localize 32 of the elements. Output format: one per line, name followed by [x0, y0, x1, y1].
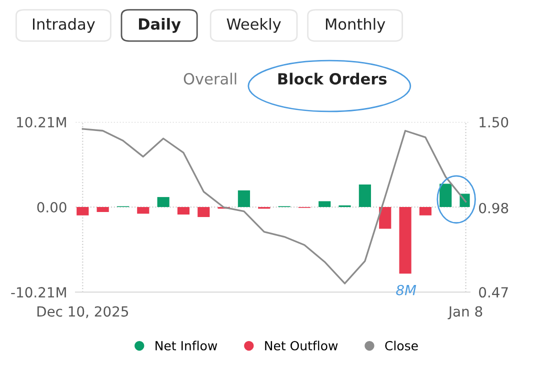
y2-tick-label: 0.47 [479, 287, 508, 298]
bar [399, 207, 412, 274]
bar [198, 207, 210, 218]
bar [379, 207, 392, 229]
y-tick-label: -10.21M [11, 287, 66, 298]
annotation: 8M [396, 284, 416, 296]
bar [177, 207, 190, 215]
y2-tick-label: 0.98 [479, 202, 508, 214]
text: Intraday [32, 18, 95, 33]
legend-label: Net Inflow [156, 340, 218, 350]
bar [419, 207, 432, 216]
legend-label: Net Outflow [265, 340, 338, 350]
bar [318, 201, 331, 208]
bar [238, 190, 250, 208]
text: Daily [138, 18, 181, 33]
text: Monthly [326, 18, 386, 33]
text: Block Orders [278, 72, 387, 85]
x-tick-label: Jan 8 [448, 306, 482, 320]
y-tick-label: 0.00 [37, 202, 66, 213]
line-series [82, 128, 467, 284]
x-tick-label: Dec 10, 2025 [37, 306, 128, 318]
legend-label: Close [385, 340, 418, 350]
bar [76, 207, 89, 216]
text: Weekly [226, 18, 281, 33]
bar [358, 184, 371, 208]
y-tick-label: 10.21M [17, 116, 66, 128]
text: Overall [184, 72, 236, 85]
bar [440, 184, 452, 208]
bar [157, 197, 170, 208]
bar [137, 207, 150, 214]
bar [96, 207, 109, 212]
y2-tick-label: 1.50 [480, 116, 508, 128]
